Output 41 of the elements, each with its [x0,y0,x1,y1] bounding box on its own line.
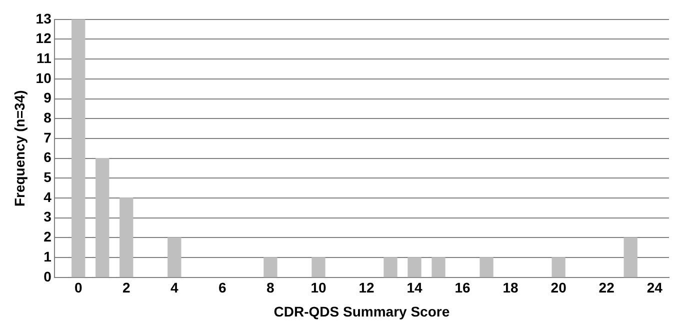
x-tick-label: 18 [502,280,519,296]
y-tick-label: 6 [44,149,52,166]
y-tick-label: 5 [44,169,52,186]
bar [432,257,446,278]
x-tick-label: 0 [74,280,82,296]
y-tick-label: 11 [36,50,52,66]
bar [168,237,182,278]
bar [72,19,86,278]
bar [480,257,494,278]
x-tick-label: 4 [170,280,179,296]
y-tick-label: 9 [44,90,52,106]
x-tick-label: 20 [550,280,567,296]
x-tick-label: 10 [310,280,326,296]
bar [384,257,398,278]
y-tick-label: 2 [44,228,52,245]
y-tick-label: 8 [44,109,52,126]
y-axis-title: Frequency (n=34) [11,90,28,207]
y-tick-label: 7 [44,129,52,146]
y-tick-label: 0 [44,268,52,284]
y-tick-label: 1 [44,248,52,264]
y-tick-label: 12 [36,30,52,46]
bar [552,257,566,278]
bar [264,257,278,278]
x-axis-title: CDR-QDS Summary Score [274,303,450,320]
y-tick-label: 10 [36,70,52,86]
x-tick-label: 2 [122,280,130,296]
x-tick-label: 14 [406,280,423,296]
y-tick-label: 3 [44,208,52,225]
y-tick-label: 13 [36,10,52,26]
x-tick-label: 8 [266,280,275,296]
bar [312,257,326,278]
x-tick-label: 24 [646,280,663,296]
x-tick-label: 6 [218,280,227,296]
x-tick-label: 22 [598,280,615,296]
x-tick-label: 16 [454,280,471,296]
bar [624,237,638,278]
bar [408,257,422,278]
x-tick-label: 12 [358,280,374,296]
bar [120,198,134,278]
y-tick-label: 4 [44,188,52,205]
bar [96,158,110,278]
